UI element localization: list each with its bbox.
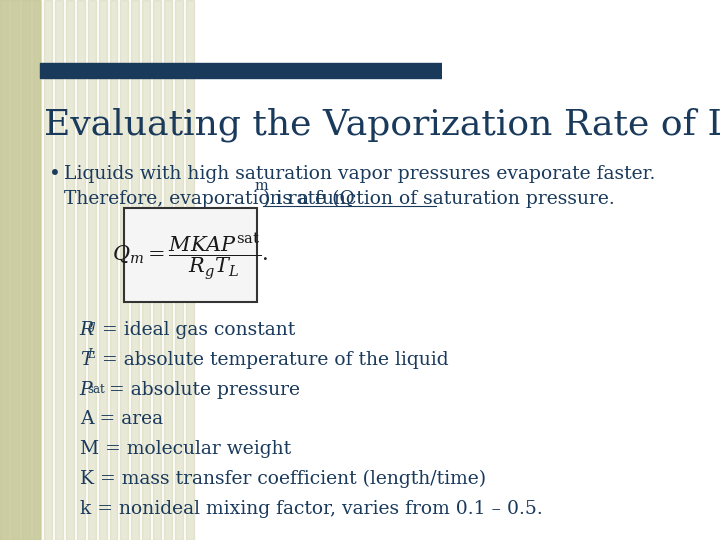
Text: sat: sat — [88, 383, 105, 396]
Bar — [186, 0, 194, 540]
Text: Evaluating the Vaporization Rate of Liquid: Evaluating the Vaporization Rate of Liqu… — [44, 108, 720, 143]
Text: •: • — [49, 165, 60, 184]
Bar — [132, 0, 140, 540]
Text: ) is a function of saturation pressure.: ) is a function of saturation pressure. — [264, 190, 615, 208]
Bar — [164, 0, 172, 540]
Text: g: g — [88, 319, 95, 332]
Bar — [0, 0, 40, 540]
Text: L: L — [88, 348, 95, 361]
Bar — [22, 0, 30, 540]
Bar — [109, 0, 117, 540]
FancyBboxPatch shape — [124, 208, 256, 302]
Text: = absolute pressure: = absolute pressure — [103, 381, 300, 399]
Bar — [175, 0, 183, 540]
Bar — [33, 0, 41, 540]
Bar — [0, 0, 8, 540]
Bar — [66, 0, 73, 540]
Text: K = mass transfer coefficient (length/time): K = mass transfer coefficient (length/ti… — [80, 470, 486, 488]
Text: = absolute temperature of the liquid: = absolute temperature of the liquid — [96, 351, 449, 369]
Text: P: P — [80, 381, 92, 399]
Text: R: R — [80, 321, 94, 339]
Bar — [143, 0, 150, 540]
Text: m: m — [255, 179, 269, 193]
Bar — [120, 0, 128, 540]
Text: Liquids with high saturation vapor pressures evaporate faster.: Liquids with high saturation vapor press… — [64, 165, 655, 183]
Text: k = nonideal mixing factor, varies from 0.1 – 0.5.: k = nonideal mixing factor, varies from … — [80, 500, 542, 517]
Text: A = area: A = area — [80, 410, 163, 428]
Text: M = molecular weight: M = molecular weight — [80, 440, 291, 458]
Bar — [88, 0, 96, 540]
Bar — [55, 0, 63, 540]
Bar — [76, 0, 85, 540]
Bar — [99, 0, 107, 540]
Bar — [11, 0, 19, 540]
Text: T: T — [80, 351, 92, 369]
Bar — [153, 0, 161, 540]
Text: Therefore, evaporation rate (Q: Therefore, evaporation rate (Q — [64, 190, 355, 208]
Bar — [40, 63, 443, 78]
Bar — [44, 0, 52, 540]
Text: = ideal gas constant: = ideal gas constant — [96, 321, 296, 339]
Text: $Q_m = \dfrac{MKAP^{\mathrm{sat}}}{R_g T_L}$.: $Q_m = \dfrac{MKAP^{\mathrm{sat}}}{R_g T… — [112, 232, 269, 281]
